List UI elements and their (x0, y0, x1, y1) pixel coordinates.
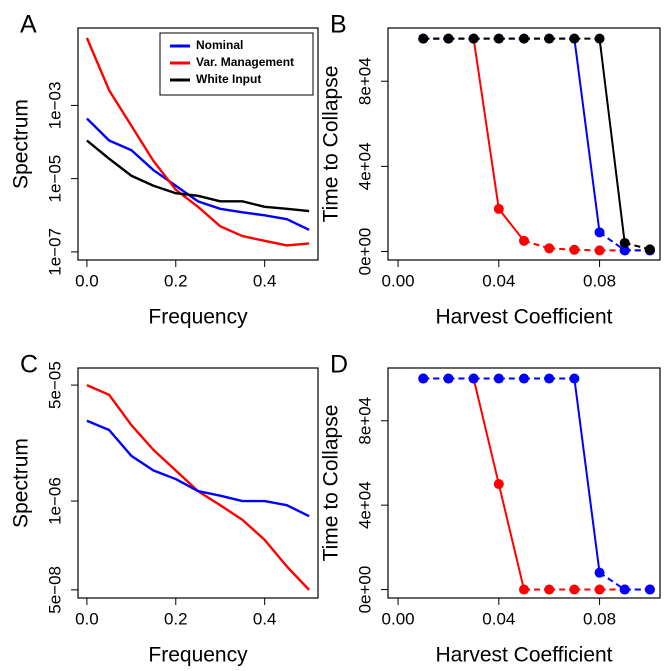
point (544, 243, 555, 254)
series-line (86, 139, 310, 213)
connector (472, 38, 500, 210)
panel-label: A (20, 11, 37, 39)
connector (598, 571, 626, 591)
panel-label: C (20, 351, 38, 379)
point (644, 244, 655, 255)
connector (573, 38, 601, 233)
point (594, 584, 605, 595)
legend-label: Var. Management (196, 55, 294, 69)
x-tick-label: 0.08 (583, 271, 616, 290)
connector (498, 208, 525, 242)
series-line (86, 383, 310, 591)
y-tick-label: 0e+00 (355, 228, 374, 276)
point (544, 584, 555, 595)
point (493, 479, 504, 490)
x-tick-label: 0.2 (164, 271, 188, 290)
point (544, 373, 555, 384)
point (493, 373, 504, 384)
x-axis-title: Harvest Coefficient (435, 644, 612, 667)
y-tick-label: 4e+04 (355, 481, 374, 529)
point (569, 584, 580, 595)
connector (598, 38, 626, 244)
panel-label: B (330, 11, 347, 39)
point (619, 245, 630, 256)
y-tick-label: 8e+04 (355, 397, 374, 445)
x-tick-label: 0.04 (482, 271, 515, 290)
x-tick-label: 0.08 (583, 609, 616, 628)
y-tick-label: 1e−07 (45, 228, 64, 276)
point (519, 584, 529, 595)
x-tick-label: 0.00 (382, 271, 415, 290)
plot-box (77, 27, 319, 261)
point (619, 584, 630, 595)
y-tick-label: 1e−06 (45, 477, 64, 525)
connector (472, 378, 500, 485)
point (519, 373, 529, 384)
plot-box (387, 367, 661, 599)
y-tick-label: 0e+00 (355, 566, 374, 614)
x-tick-label: 0.0 (75, 271, 99, 290)
point (594, 33, 605, 44)
y-tick-label: 5e−08 (45, 566, 64, 614)
y-axis-title: Time to Collapse (320, 405, 343, 562)
connector (598, 231, 626, 252)
point (569, 33, 580, 44)
x-tick-label: 0.2 (164, 609, 188, 628)
legend-label: White Input (196, 72, 261, 86)
y-tick-label: 5e−05 (45, 361, 64, 409)
connector (573, 378, 601, 573)
y-axis-title: Time to Collapse (320, 66, 343, 223)
point (443, 33, 454, 44)
point (418, 33, 429, 44)
x-tick-label: 0.0 (75, 609, 99, 628)
y-tick-label: 4e+04 (355, 142, 374, 190)
point (619, 237, 630, 248)
point (443, 373, 454, 384)
y-tick-label: 8e+04 (355, 57, 374, 105)
point (493, 33, 504, 44)
point (468, 33, 479, 44)
y-tick-label: 1e−05 (45, 155, 64, 203)
series-line (86, 419, 310, 518)
point (594, 245, 605, 256)
x-tick-label: 0.4 (253, 609, 277, 628)
point (418, 373, 429, 384)
series-line (85, 37, 310, 247)
point (594, 567, 605, 578)
panel-label: D (330, 351, 348, 379)
y-axis-title: Spectrum (10, 99, 33, 189)
point (493, 203, 504, 214)
x-axis-title: Harvest Coefficient (435, 306, 612, 329)
point (519, 235, 529, 246)
x-tick-label: 0.04 (482, 609, 515, 628)
y-tick-label: 1e−03 (45, 82, 64, 130)
plot-box (387, 27, 661, 261)
point (468, 373, 479, 384)
point (569, 373, 580, 384)
y-axis-title: Spectrum (10, 438, 33, 528)
x-axis-title: Frequency (148, 644, 248, 667)
series-line (86, 117, 310, 231)
point (594, 227, 605, 238)
legend-label: Nominal (196, 38, 243, 52)
connector (497, 483, 525, 590)
point (544, 33, 555, 44)
point (569, 244, 580, 255)
x-tick-label: 0.00 (382, 609, 415, 628)
x-axis-title: Frequency (148, 306, 248, 329)
point (519, 33, 529, 44)
plot-box (77, 367, 319, 599)
x-tick-label: 0.4 (253, 271, 277, 290)
point (644, 584, 655, 595)
